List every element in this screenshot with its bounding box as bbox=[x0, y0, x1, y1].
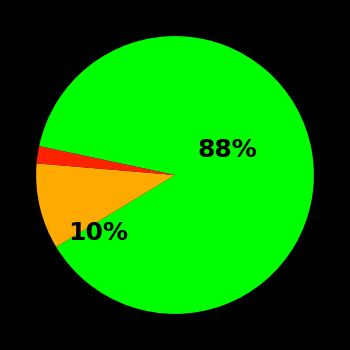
Wedge shape bbox=[36, 163, 175, 247]
Wedge shape bbox=[39, 36, 314, 314]
Text: 88%: 88% bbox=[198, 138, 258, 162]
Wedge shape bbox=[37, 146, 175, 175]
Text: 10%: 10% bbox=[69, 221, 128, 245]
